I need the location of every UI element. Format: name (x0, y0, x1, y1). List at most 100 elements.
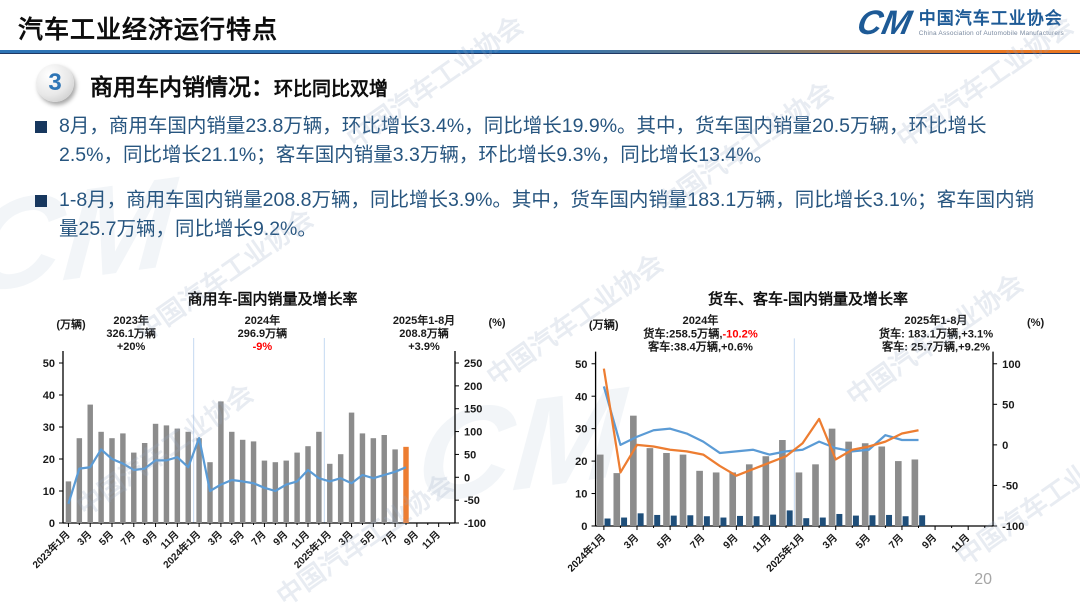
svg-text:50: 50 (43, 358, 55, 370)
sales-bar (348, 412, 355, 523)
sales-bar (229, 431, 235, 523)
svg-text:2024年1月: 2024年1月 (565, 531, 608, 574)
svg-text:40: 40 (43, 390, 55, 402)
svg-text:5月: 5月 (97, 529, 116, 548)
svg-text:40: 40 (575, 391, 587, 403)
logo-name-cn: 中国汽车工业协会 (918, 9, 1063, 29)
svg-text:7月: 7月 (380, 529, 399, 548)
truck-bar (613, 473, 621, 526)
sales-bar (131, 452, 137, 523)
svg-text:11月: 11月 (949, 532, 972, 555)
svg-text:30: 30 (575, 424, 587, 436)
truck-bar (762, 456, 770, 526)
svg-text:2024年: 2024年 (683, 313, 719, 327)
svg-text:(万辆): (万辆) (56, 317, 86, 331)
section-subtitle: 环比同比双增 (274, 79, 389, 100)
truck-bar (812, 464, 819, 526)
sales-bar (272, 462, 279, 523)
sales-bar (327, 463, 333, 523)
bus-bar (621, 517, 628, 526)
bus-bar (770, 514, 777, 526)
sales-bar (261, 460, 268, 523)
section-title-main: 商用车内销情况： (90, 74, 274, 100)
svg-text:客车: 25.7万辆,+9.2%: 客车: 25.7万辆,+9.2% (881, 340, 990, 354)
svg-text:+20%: +20% (117, 341, 146, 353)
svg-text:30: 30 (43, 422, 55, 434)
sales-bar (141, 443, 148, 523)
left-chart-title: 商用车-国内销量及增长率 (187, 291, 358, 308)
page-title: 汽车工业经济运行特点 (18, 16, 279, 44)
truck-bar (630, 415, 637, 526)
svg-text:9月: 9月 (920, 532, 940, 552)
svg-text:0: 0 (581, 521, 587, 533)
sales-bar (381, 435, 387, 523)
svg-text:-50: -50 (1002, 480, 1018, 492)
bullet-text: 1-8月，商用车国内销量208.8万辆，同比增长3.9%。其中，货车国内销量18… (59, 188, 1035, 240)
svg-text:3月: 3月 (622, 532, 642, 552)
bus-bar (919, 515, 926, 526)
svg-text:326.1万辆: 326.1万辆 (106, 326, 156, 340)
svg-text:20: 20 (575, 456, 587, 468)
bus-bar (902, 516, 909, 526)
bus-bar (786, 510, 793, 526)
svg-text:150: 150 (464, 404, 482, 416)
page-number: 20 (974, 571, 992, 588)
truck-bar (911, 459, 919, 526)
bus-bar (654, 514, 661, 526)
sales-bar (294, 452, 300, 523)
sales-bar (76, 438, 83, 523)
bus-bar (637, 513, 644, 526)
svg-text:7月: 7月 (118, 529, 137, 548)
truck-bar (795, 472, 803, 526)
svg-text:3月: 3月 (206, 529, 225, 548)
sales-bar (283, 460, 289, 523)
svg-text:3月: 3月 (336, 529, 355, 548)
svg-text:货车:258.5万辆,-10.2%: 货车:258.5万辆,-10.2% (642, 326, 758, 340)
truck-bar (712, 472, 720, 526)
svg-text:2025年1-8月: 2025年1-8月 (904, 313, 967, 327)
svg-text:9月: 9月 (402, 529, 421, 548)
svg-text:100: 100 (464, 427, 482, 439)
sales-bar (305, 446, 311, 523)
sales-bar (392, 449, 398, 523)
bus-bar (703, 516, 710, 526)
sales-bar (87, 404, 93, 523)
truck-bar (845, 441, 852, 526)
bus-bar (737, 515, 743, 526)
sales-bar (207, 462, 213, 523)
bars (596, 415, 926, 526)
bus-bar (869, 515, 876, 526)
sales-bar (109, 438, 115, 523)
logo-name-en: China Association of Automobile Manufact… (918, 29, 1064, 37)
svg-text:-50: -50 (464, 495, 480, 507)
svg-text:5月: 5月 (358, 529, 377, 548)
left-chart-canvas: 50 40 30 20 10 0 250 200 150 100 50 0 -50 -100 (万辆) (%)… (20, 308, 525, 600)
bus-bar (753, 516, 760, 526)
sales-bar (196, 438, 202, 523)
svg-text:-100: -100 (1002, 521, 1024, 533)
svg-text:250: 250 (464, 358, 482, 370)
svg-text:7月: 7月 (249, 529, 268, 548)
truck-bar (646, 448, 654, 526)
bus-bar (720, 517, 727, 526)
bullet-square-icon (35, 194, 47, 207)
svg-text:208.8万辆: 208.8万辆 (399, 326, 449, 340)
growth-line (67, 436, 407, 505)
sales-bar (152, 423, 159, 523)
growth-line (602, 386, 919, 456)
svg-text:11月: 11月 (420, 529, 443, 552)
svg-text:(%): (%) (488, 317, 505, 329)
sales-bar (120, 433, 126, 523)
sales-bar (337, 454, 344, 523)
svg-text:10: 10 (575, 489, 587, 501)
truck-bar (596, 454, 604, 526)
bus-bar (687, 515, 694, 526)
bullet-item: 8月，商用车国内销量23.8万辆，环比增长3.4%，同比增长19.9%。其中，货… (35, 112, 1050, 171)
bus-bar (604, 518, 611, 526)
section-number-badge: 3 (36, 64, 74, 102)
sales-bar (185, 431, 191, 523)
bullet-item: 1-8月，商用车国内销量208.8万辆，同比增长3.9%。其中，货车国内销量18… (35, 186, 1050, 245)
truck-bar (828, 428, 836, 526)
svg-text:3月: 3月 (820, 532, 840, 552)
